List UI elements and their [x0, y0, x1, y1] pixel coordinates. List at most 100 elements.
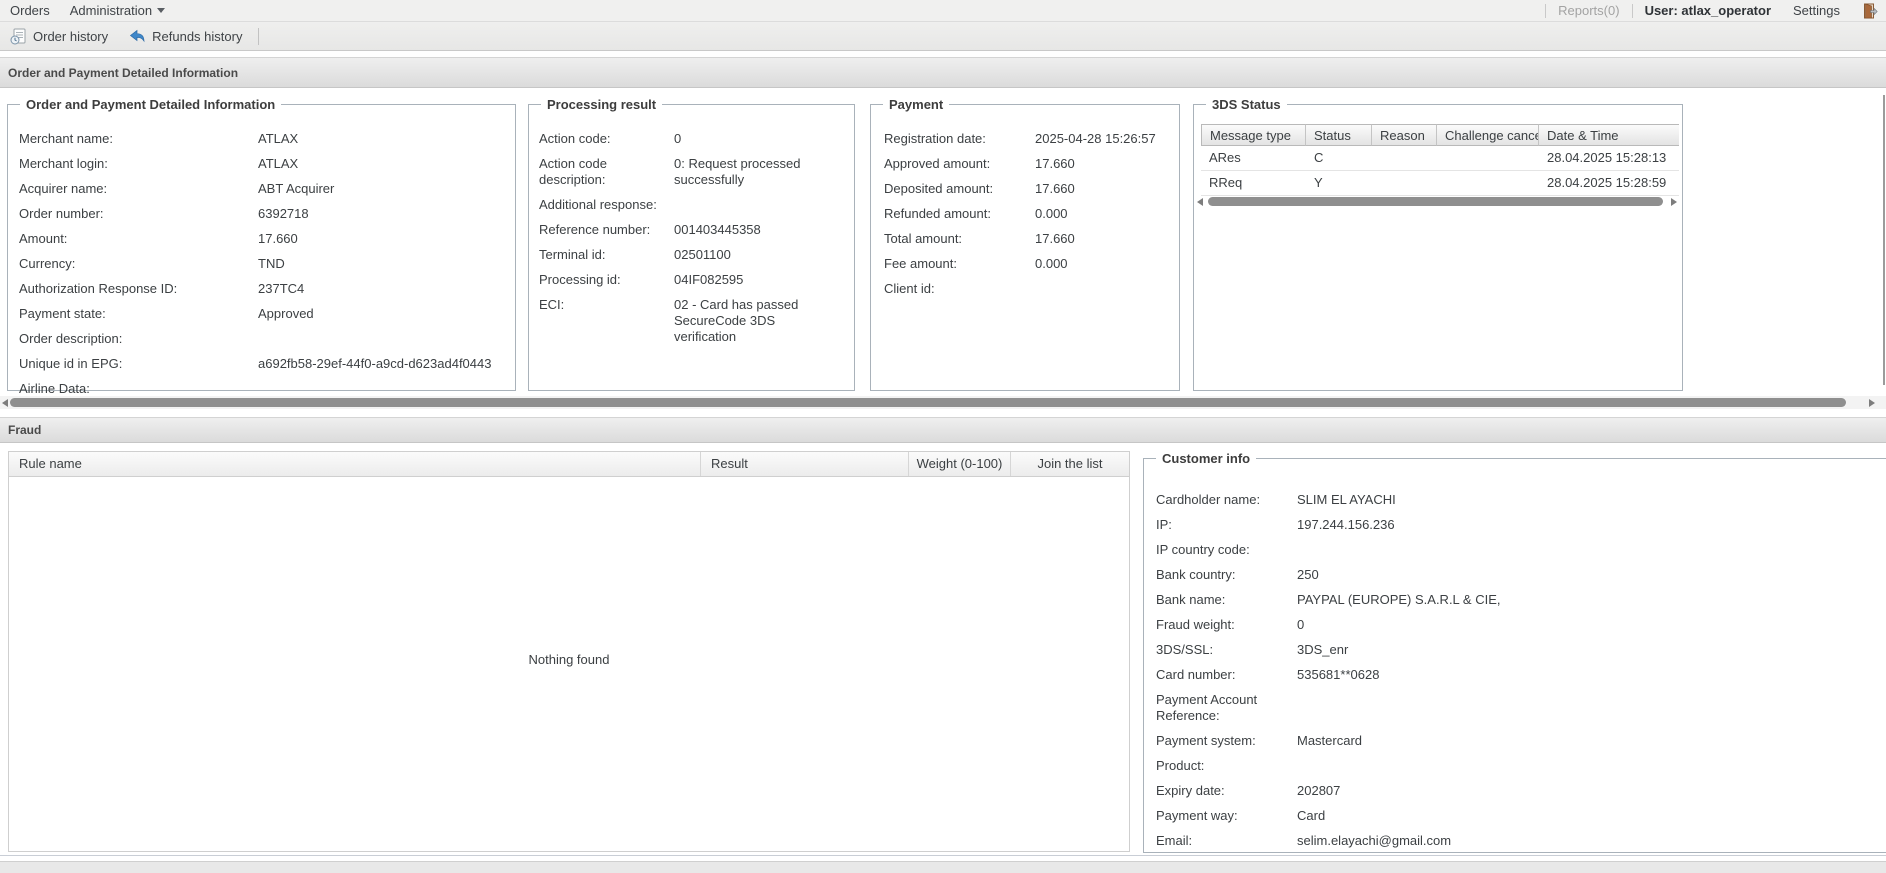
field-value: 6392718 [258, 206, 309, 221]
panel-payment: Payment Registration date: 2025-04-28 15:… [870, 97, 1180, 391]
field-value: 0.000 [1035, 256, 1068, 271]
top-hscrollbar[interactable] [0, 396, 1886, 409]
3ds-table-cell [1372, 146, 1437, 171]
field-label: Unique id in EPG: [19, 356, 123, 371]
field-row: Merchant login: ATLAX [8, 156, 515, 172]
field-row: Order description: [8, 331, 515, 347]
toolbar-separator [258, 27, 260, 45]
3ds-col-reason: Reason [1372, 124, 1437, 146]
field-label: Merchant name: [19, 131, 113, 146]
bottom-hairline [0, 855, 1886, 856]
field-label: Acquirer name: [19, 181, 108, 196]
top-region-right-edge [1883, 95, 1885, 385]
menu-settings[interactable]: Settings [1793, 3, 1840, 18]
bottom-scrollbar-track[interactable] [0, 861, 1886, 873]
menu-separator [1545, 3, 1547, 18]
scroll-right-arrow-icon[interactable] [1869, 399, 1875, 407]
section-header-fraud: Fraud [0, 417, 1886, 443]
field-row: Merchant name: ATLAX [8, 131, 515, 147]
field-label: Fraud weight: [1156, 617, 1235, 632]
order-history-button[interactable]: Order history [0, 22, 118, 50]
3ds-table-header: Message type Status Reason Challenge can… [1201, 124, 1679, 146]
scroll-left-arrow-icon[interactable] [2, 399, 8, 407]
field-row: Additional response: [529, 197, 854, 213]
field-row: Order number: 6392718 [8, 206, 515, 222]
door-exit-icon [1864, 3, 1878, 18]
field-row: Cardholder name: SLIM EL AYACHI [1144, 492, 1886, 508]
field-row: Total amount: 17.660 [871, 231, 1179, 247]
section-title: Order and Payment Detailed Information [8, 65, 239, 80]
field-row: Card number: 535681**0628 [1144, 667, 1886, 683]
fraud-section-title: Fraud [8, 423, 42, 437]
field-label: Airline Data: [19, 381, 90, 396]
field-value: selim.elayachi@gmail.com [1297, 833, 1452, 848]
field-row: Payment state: Approved [8, 306, 515, 322]
field-row: Fraud weight: 0 [1144, 617, 1886, 633]
field-value: 02501100 [674, 247, 731, 262]
scrollbar-thumb[interactable] [1208, 197, 1663, 206]
3ds-table-cell [1372, 171, 1437, 196]
field-label: Deposited amount: [884, 181, 994, 196]
scroll-right-arrow-icon[interactable] [1671, 198, 1677, 206]
toolbar: Order history Refunds history [0, 22, 1886, 51]
field-row: Acquirer name: ABT Acquirer [8, 181, 515, 197]
field-label: Action code description: [539, 156, 607, 187]
field-label: Order description: [19, 331, 123, 346]
field-label: Fee amount: [884, 256, 957, 271]
field-row: Processing id: 04IF082595 [529, 272, 854, 288]
field-value: 197.244.156.236 [1297, 517, 1395, 532]
scrollbar-thumb[interactable] [10, 398, 1846, 407]
field-label: Merchant login: [19, 156, 108, 171]
field-value: 001403445358 [674, 222, 761, 237]
field-row: Email: selim.elayachi@gmail.com [1144, 833, 1886, 849]
logout-button[interactable] [1862, 3, 1878, 19]
field-label: Total amount: [884, 231, 963, 246]
3ds-table-row: RReq Y 28.04.2025 15:28:59 [1201, 171, 1679, 196]
field-value: TND [258, 256, 285, 271]
field-label: Processing id: [539, 272, 621, 287]
field-label: Bank name: [1156, 592, 1226, 607]
field-label: Authorization Response ID: [19, 281, 178, 296]
field-row: Registration date: 2025-04-28 15:26:57 [871, 131, 1179, 147]
field-value: 0 [1297, 617, 1305, 632]
field-label: IP country code: [1156, 542, 1250, 557]
field-value: 3DS_enr [1297, 642, 1349, 657]
3ds-table-cell: 28.04.2025 15:28:59 [1539, 171, 1679, 196]
field-label: Currency: [19, 256, 76, 271]
fraud-col-weight: Weight (0-100) [909, 452, 1011, 476]
field-value: PAYPAL (EUROPE) S.A.R.L & CIE, [1297, 592, 1501, 607]
field-row: Deposited amount: 17.660 [871, 181, 1179, 197]
field-row: ECI: 02 - Card has passed SecureCode 3DS … [529, 297, 854, 345]
panel-3ds-status-legend: 3DS Status [1206, 97, 1287, 112]
menu-reports[interactable]: Reports(0) [1558, 3, 1620, 18]
panel-order-details: Order and Payment Detailed Information M… [7, 97, 516, 396]
field-label: Cardholder name: [1156, 492, 1261, 507]
refunds-history-button[interactable]: Refunds history [118, 22, 252, 50]
field-value: 250 [1297, 567, 1319, 582]
fraud-table-header: Rule name Result Weight (0-100) Join the… [9, 452, 1129, 477]
field-label: Payment system: [1156, 733, 1256, 748]
3ds-hscrollbar[interactable] [1197, 195, 1679, 208]
field-row: IP country code: [1144, 542, 1886, 558]
order-history-label: Order history [33, 28, 109, 44]
menu-orders[interactable]: Orders [10, 3, 50, 18]
3ds-table-cell: RReq [1201, 171, 1306, 196]
field-value: 17.660 [1035, 231, 1075, 246]
section-header-order-payment: Order and Payment Detailed Information [0, 57, 1886, 88]
field-row: Terminal id: 02501100 [529, 247, 854, 263]
history-doc-icon [10, 28, 26, 44]
panel-payment-legend: Payment [883, 97, 950, 112]
field-row: Client id: [871, 281, 1179, 297]
fraud-col-join-the-list: Join the list [1037, 456, 1103, 471]
3ds-col-challenge-cancel: Challenge cancel [1437, 124, 1539, 146]
field-label: Client id: [884, 281, 935, 296]
menu-administration[interactable]: Administration [60, 3, 175, 18]
field-value: ATLAX [258, 156, 299, 171]
field-label: Registration date: [884, 131, 986, 146]
field-row: Action code description: 0: Request proce… [529, 156, 854, 188]
3ds-col-date-time: Date & Time [1539, 124, 1679, 146]
field-value: a692fb58-29ef-44f0-a9cd-d623ad4f0443 [258, 356, 492, 371]
field-label: Expiry date: [1156, 783, 1225, 798]
scroll-left-arrow-icon[interactable] [1197, 198, 1203, 206]
3ds-table-row: ARes C 28.04.2025 15:28:13 [1201, 146, 1679, 171]
